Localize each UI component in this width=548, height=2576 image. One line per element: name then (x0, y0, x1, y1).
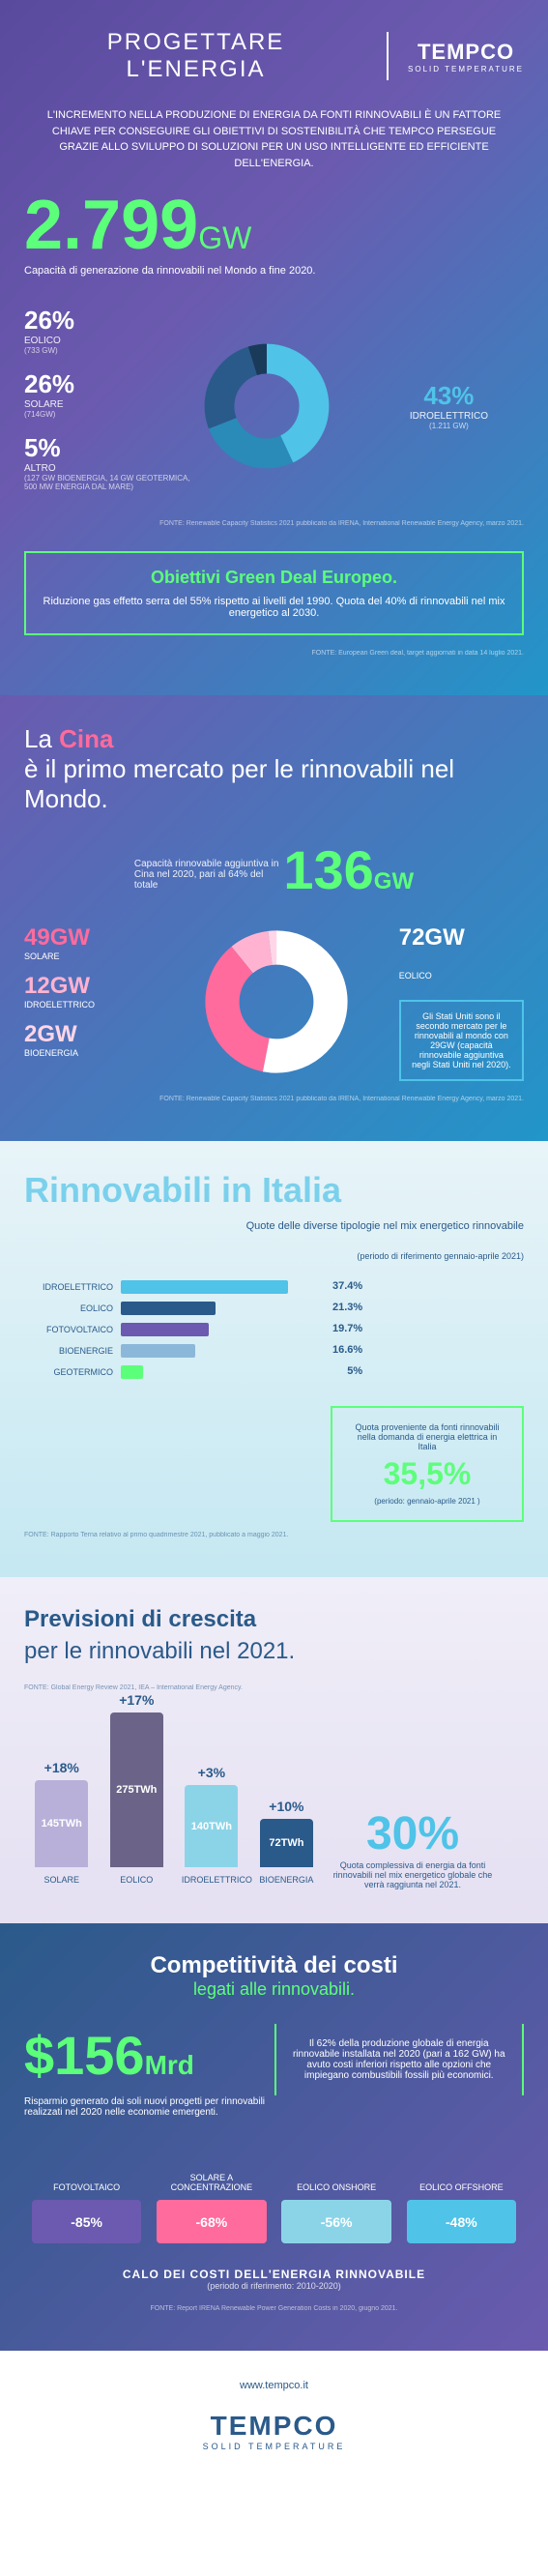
world-right-pct: 43% IDROELETTRICO (1.211 GW) (374, 381, 524, 430)
comp-title: Competitività dei costi (24, 1952, 524, 1979)
prev-bars: +18%145TWhSOLARE+17%275TWhEOLICO+3%140TW… (24, 1711, 324, 1885)
section-costi: Competitività dei costi legati alle rinn… (0, 1923, 548, 2351)
bar-row: FOTOVOLTAICO19.7% (24, 1323, 324, 1336)
usa-box: Gli Stati Uniti sono il secondo mercato … (399, 1000, 524, 1081)
page-title-1: PROGETTARE (24, 29, 367, 56)
italia-source: FONTE: Rapporto Terna relativo al primo … (24, 1532, 524, 1538)
comp-row: $156Mrd Risparmio generato dai soli nuov… (24, 2024, 524, 2118)
cost-title: CALO DEI COSTI DELL'ENERGIA RINNOVABILE (24, 2268, 524, 2281)
cina-title: La Cina è il primo mercato per le rinnov… (24, 724, 524, 814)
comp-sub: legati alle rinnovabili. (24, 1979, 524, 2000)
logo-tagline: SOLID TEMPERATURE (408, 65, 524, 73)
cost-col: FOTOVOLTAICO-85% (32, 2182, 142, 2243)
comp-big: $156 (24, 2025, 145, 2086)
green-deal-text: Riduzione gas effetto serra del 55% risp… (41, 596, 507, 619)
bar-row: BIOENERGIE16.6% (24, 1344, 324, 1358)
bar-row: IDROELETTRICO37.4% (24, 1280, 324, 1294)
italia-title: Rinnovabili in Italia (24, 1170, 524, 1211)
green-deal-title: Obiettivi Green Deal Europeo. (41, 568, 507, 588)
divider (387, 32, 389, 80)
logo-brand: TEMPCO (408, 40, 524, 65)
green-deal-box: Obiettivi Green Deal Europeo. Riduzione … (24, 551, 524, 635)
world-donut-row: 26%EOLICO(733 GW) 26%SOLARE(714GW) 5%ALT… (24, 306, 524, 506)
world-unit: GW (198, 220, 251, 255)
world-capacity: 2.799GW Capacità di generazione da rinno… (24, 190, 524, 277)
green-source: FONTE: European Green deal, target aggio… (24, 650, 524, 657)
cina-donut (199, 924, 399, 1079)
pct-idro: 43% (374, 381, 524, 411)
bar-row: EOLICO21.3% (24, 1302, 324, 1315)
prev-title2: per le rinnovabili nel 2021. (24, 1638, 524, 1665)
italia-sub2: (periodo di riferimento gennaio-aprile 2… (24, 1251, 524, 1261)
world-value: 2.799 (24, 187, 198, 264)
italia-bars: IDROELETTRICO37.4% EOLICO21.3% FOTOVOLTAIC… (24, 1280, 324, 1379)
footer-url: www.tempco.it (24, 2380, 524, 2391)
section-italia: Rinnovabili in Italia Quote delle divers… (0, 1141, 548, 1577)
footer: www.tempco.it TEMPCO SOLID TEMPERATURE (0, 2351, 548, 2480)
quota-box: Quota proveniente da fonti rinnovabili n… (331, 1406, 524, 1522)
italia-sub: Quote delle diverse tipologie nel mix en… (24, 1220, 524, 1232)
cina-big: 136 (283, 839, 373, 900)
pct-solare: 26% (24, 369, 199, 399)
donut-chart-icon (199, 338, 334, 474)
cost-per: (periodo di riferimento: 2010-2020) (24, 2281, 524, 2291)
bar-col: +18%145TWhSOLARE (32, 1760, 92, 1885)
cina-big-row: Capacità rinnovabile aggiuntiva in Cina … (24, 838, 524, 910)
cost-col: EOLICO ONSHORE-56% (281, 2182, 391, 2243)
world-source: FONTE: Renewable Capacity Statistics 202… (24, 520, 524, 527)
prev-title1: Previsioni di crescita (24, 1606, 524, 1633)
world-donut (199, 338, 374, 474)
bar-col: +3%140TWhIDROELETTRICO (182, 1765, 242, 1885)
cost-bars: FOTOVOLTAICO-85%SOLARE A CONCENTRAZIONE-… (24, 2147, 524, 2243)
bar-row: GEOTERMICO5% (24, 1365, 324, 1379)
cina-source: FONTE: Renewable Capacity Statistics 202… (24, 1096, 524, 1102)
pct-altro: 5% (24, 433, 199, 463)
header: PROGETTARE L'ENERGIA TEMPCO SOLID TEMPER… (24, 29, 524, 83)
cina-right: 72GW EOLICO Gli Stati Uniti sono il seco… (399, 924, 524, 1081)
bar-col: +17%275TWhEOLICO (106, 1692, 166, 1885)
section-previsioni: Previsioni di crescita per le rinnovabil… (0, 1577, 548, 1923)
world-left-pcts: 26%EOLICO(733 GW) 26%SOLARE(714GW) 5%ALT… (24, 306, 199, 506)
donut-chart-icon (199, 924, 354, 1079)
cina-left: 49GWSOLARE 12GWIDROELETTRICO 2GWBIOENERG… (24, 924, 199, 1069)
cost-col: EOLICO OFFSHORE-48% (407, 2182, 517, 2243)
intro-text: L'INCREMENTO NELLA PRODUZIONE DI ENERGIA… (24, 107, 524, 171)
page-title-2: L'ENERGIA (24, 56, 367, 83)
world-sub: Capacità di generazione da rinnovabili n… (24, 265, 524, 277)
section-world: PROGETTARE L'ENERGIA TEMPCO SOLID TEMPER… (0, 0, 548, 695)
thirty-box: 30% Quota complessiva di energia da font… (326, 1807, 500, 1889)
logo: TEMPCO SOLID TEMPERATURE (408, 40, 524, 73)
section-cina: La Cina è il primo mercato per le rinnov… (0, 695, 548, 1141)
cost-col: SOLARE A CONCENTRAZIONE-68% (157, 2173, 267, 2243)
bar-col: +10%72TWhBIOENERGIA (256, 1799, 316, 1885)
footer-logo: TEMPCO SOLID TEMPERATURE (24, 2411, 524, 2451)
comp-box: Il 62% della produzione globale di energ… (274, 2024, 525, 2095)
pct-eolico: 26% (24, 306, 199, 336)
cina-row: 49GWSOLARE 12GWIDROELETTRICO 2GWBIOENERG… (24, 924, 524, 1081)
